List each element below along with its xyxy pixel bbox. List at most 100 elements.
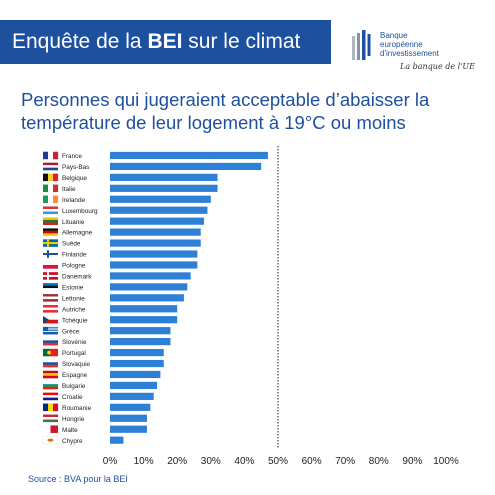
flag-icon [43, 386, 58, 390]
category-label: Portugal [62, 350, 86, 357]
category-label: Tchéquie [62, 317, 88, 324]
flag-icon [43, 359, 58, 363]
eib-logo-name-line2: européenne [380, 40, 423, 49]
bar [110, 294, 184, 302]
bar [110, 436, 124, 444]
flag-icon [43, 230, 58, 234]
category-label: Hongrie [62, 416, 85, 423]
bar [110, 381, 158, 390]
bar [110, 272, 191, 280]
flag-icon [43, 326, 58, 335]
bar [110, 392, 154, 400]
bar [110, 217, 205, 225]
flag-icon [43, 208, 58, 212]
x-tick-label: 20% [167, 456, 187, 467]
bar [110, 338, 171, 346]
flag-icon [43, 310, 58, 313]
flag-icon [43, 274, 58, 277]
flag-icon [43, 242, 58, 245]
category-label: Bulgarie [62, 383, 86, 390]
flag-icon [49, 348, 58, 357]
survey-banner: Enquête de la BEI sur le climat [0, 20, 331, 64]
category-label: Slovaquie [62, 361, 91, 368]
flag-icon [43, 261, 58, 265]
flag-icon [43, 253, 58, 256]
category-label: Lettonie [62, 295, 85, 302]
flag-icon [43, 340, 58, 343]
flag-icon [43, 342, 58, 346]
category-label: Luxembourg [62, 208, 98, 215]
x-tick-label: 50% [268, 456, 288, 467]
x-tick-label: 40% [234, 456, 254, 467]
bar [110, 162, 262, 171]
bar [110, 370, 161, 379]
flag-icon [43, 414, 58, 418]
flag-icon [47, 350, 51, 355]
category-label: Allemagne [62, 230, 93, 237]
flag-icon [43, 222, 58, 226]
category-label: Italie [62, 186, 76, 193]
banner-title-bold: BEI [147, 30, 183, 53]
flag-icon [43, 315, 49, 324]
flag-icon [43, 288, 58, 291]
category-label: Suède [62, 241, 81, 248]
category-label: Roumanie [62, 405, 92, 412]
flag-icon [43, 233, 58, 236]
flag-icon [48, 151, 54, 160]
bar [110, 173, 218, 181]
flag-icon [43, 403, 49, 412]
flag-icon [43, 228, 58, 231]
category-label: Chypre [62, 438, 83, 445]
flag-icon [43, 167, 58, 171]
category-label: Irelande [62, 197, 86, 204]
flag-icon [43, 326, 48, 331]
flag-icon [43, 327, 58, 329]
flag-icon [43, 329, 58, 331]
eib-logo-name-line3: d'investissement [380, 49, 439, 58]
flag-icon [48, 173, 54, 182]
flag-icon [53, 173, 59, 182]
x-tick-label: 10% [134, 456, 154, 467]
category-label: Finlande [62, 252, 87, 259]
flag-icon [43, 337, 58, 341]
chart-title: Personnes qui jugeraient acceptable d’ab… [21, 89, 430, 133]
flag-icon [53, 195, 59, 204]
flag-icon [50, 425, 58, 433]
flag-icon [43, 348, 49, 357]
flag-icon [43, 315, 58, 320]
banner-title-suffix: sur le climat [182, 30, 301, 53]
bar [110, 151, 268, 160]
flag-icon [43, 417, 58, 420]
x-tick-label: 80% [369, 456, 389, 467]
bar [110, 425, 147, 433]
eib-logo-icon [352, 30, 371, 60]
category-label: Croatie [62, 394, 83, 401]
bar [110, 327, 171, 335]
x-tick-label: 100% [433, 456, 459, 467]
flag-icon [53, 151, 59, 160]
flag-icon [43, 151, 49, 160]
source-note: Source : BVA pour la BEI [28, 474, 128, 484]
x-tick-label: 60% [302, 456, 322, 467]
flag-icon [43, 283, 58, 286]
bar [110, 305, 178, 313]
category-label: Autriche [62, 306, 86, 313]
x-tick-label: 70% [335, 456, 355, 467]
bar [110, 359, 164, 368]
flag-icon [43, 299, 58, 302]
flag-icon [53, 403, 59, 412]
flag-icon [43, 162, 58, 166]
flag-icon [43, 364, 58, 368]
flag-icon [43, 307, 58, 311]
flag-icon [47, 438, 54, 442]
flag-icon [43, 296, 58, 300]
category-label: Lituanie [62, 219, 85, 226]
bar [110, 184, 218, 192]
flag-icon [48, 184, 54, 193]
bar [110, 316, 178, 324]
flag-icon [43, 285, 58, 289]
flag-icon [43, 211, 58, 215]
category-label: France [62, 153, 82, 160]
flag-icon [43, 362, 58, 365]
